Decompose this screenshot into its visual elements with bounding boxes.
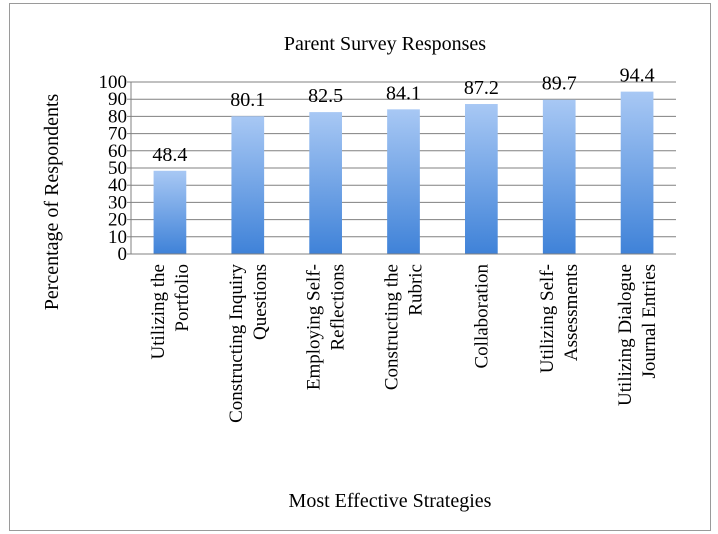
x-tick-label: Constructing the — [382, 264, 403, 390]
data-label: 48.4 — [152, 144, 187, 166]
x-tick-label: Reflections — [328, 264, 349, 351]
y-axis-label: Percentage of Respondents — [41, 93, 63, 310]
bar — [621, 92, 654, 254]
chart-title: Parent Survey Responses — [284, 33, 486, 55]
bar — [465, 104, 498, 254]
x-tick-label: Employing Self- — [304, 264, 325, 390]
bar — [154, 171, 187, 254]
bar — [543, 100, 576, 254]
data-label: 87.2 — [464, 77, 499, 99]
y-tick-label: 100 — [99, 72, 128, 93]
data-label: 94.4 — [620, 65, 655, 87]
bar-chart: Parent Survey Responses Percentage of Re… — [10, 4, 712, 532]
bar — [231, 116, 264, 254]
x-tick-labels: Utilizing the Portfolio Constructing Inqui… — [148, 264, 660, 423]
x-tick-label: Collaboration — [471, 264, 492, 369]
data-label: 89.7 — [542, 73, 577, 95]
bar — [387, 109, 420, 254]
x-tick-label: Portfolio — [172, 264, 193, 332]
data-label: 80.1 — [230, 89, 265, 111]
x-tick-label: Utilizing Dialogue — [615, 264, 636, 406]
x-axis-label: Most Effective Strategies — [289, 490, 492, 512]
x-tick-label: Journal Entries — [639, 264, 660, 379]
x-tick-label: Constructing Inquiry — [226, 264, 247, 423]
x-tick-label: Utilizing Self- — [537, 264, 558, 373]
x-tick-label: Rubric — [406, 264, 427, 316]
x-tick-label: Questions — [250, 264, 271, 340]
chart-frame: Parent Survey Responses Percentage of Re… — [9, 3, 711, 531]
x-tick-label: Utilizing the — [148, 264, 169, 360]
bar — [309, 112, 342, 254]
data-label: 82.5 — [308, 85, 343, 107]
data-label: 84.1 — [386, 82, 421, 104]
x-tick-label: Assessments — [561, 264, 582, 361]
